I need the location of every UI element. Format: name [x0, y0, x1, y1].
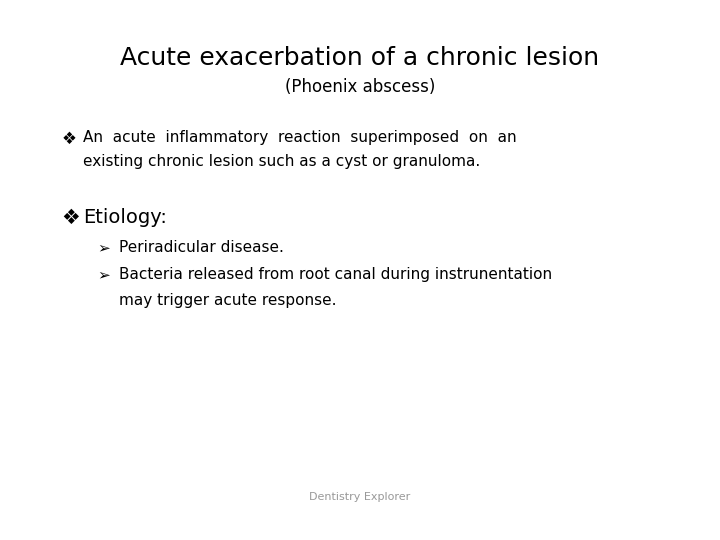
- Text: An  acute  inflammatory  reaction  superimposed  on  an: An acute inflammatory reaction superimpo…: [83, 130, 516, 145]
- Text: ➢: ➢: [97, 240, 110, 255]
- Text: Acute exacerbation of a chronic lesion: Acute exacerbation of a chronic lesion: [120, 46, 600, 70]
- Text: Periradicular disease.: Periradicular disease.: [119, 240, 284, 255]
- Text: ➢: ➢: [97, 267, 110, 282]
- Text: Bacteria released from root canal during instrunentation: Bacteria released from root canal during…: [119, 267, 552, 282]
- Text: Etiology:: Etiology:: [83, 208, 166, 227]
- Text: ❖: ❖: [61, 208, 80, 228]
- Text: ❖: ❖: [61, 130, 76, 147]
- Text: (Phoenix abscess): (Phoenix abscess): [285, 78, 435, 96]
- Text: existing chronic lesion such as a cyst or granuloma.: existing chronic lesion such as a cyst o…: [83, 154, 480, 169]
- Text: may trigger acute response.: may trigger acute response.: [119, 293, 336, 308]
- Text: Dentistry Explorer: Dentistry Explorer: [310, 492, 410, 502]
